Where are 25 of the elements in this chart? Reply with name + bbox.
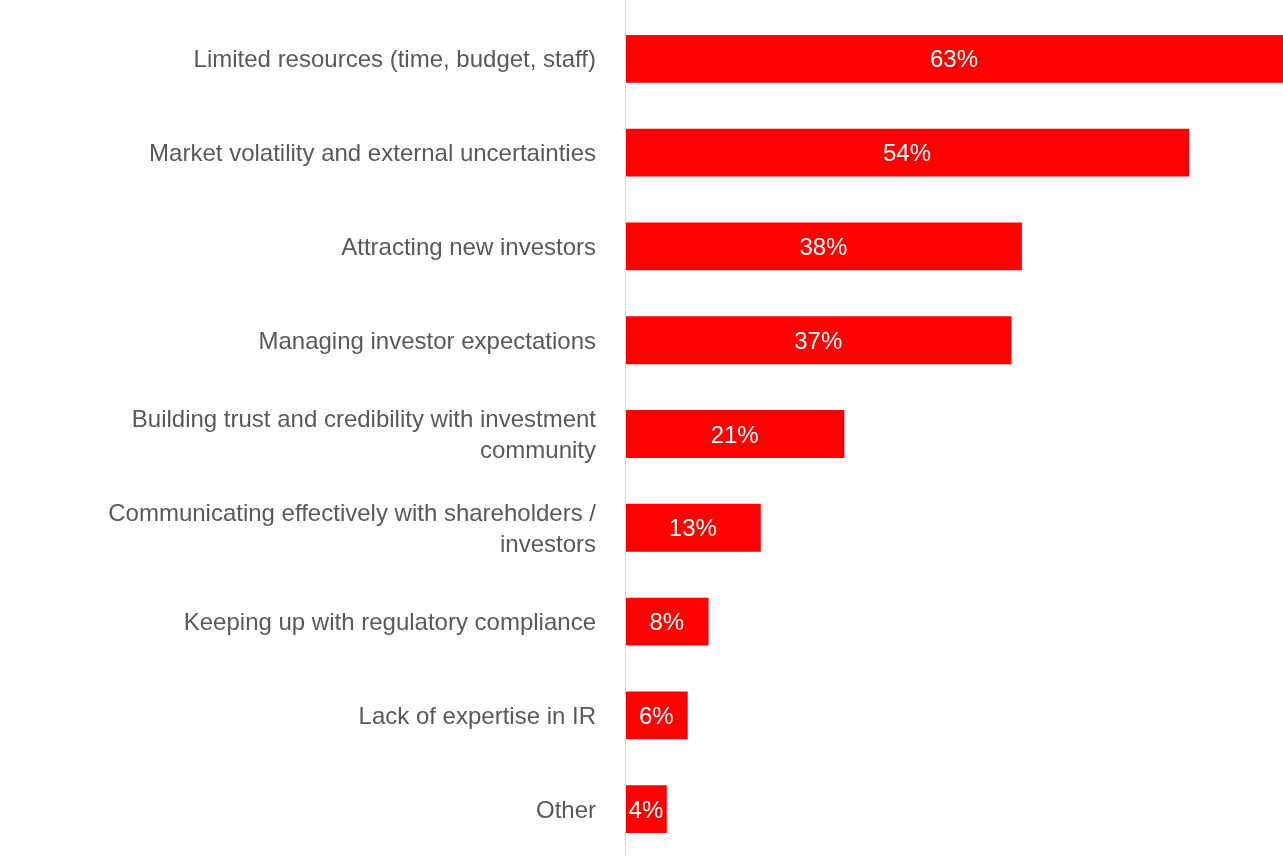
data-label: 13% (668, 514, 717, 542)
y-tick-label: Lack of expertise in IR (358, 701, 596, 729)
data-label: 54% (882, 139, 932, 167)
data-label: 37% (794, 326, 843, 354)
data-label: 8% (649, 608, 685, 636)
y-tick-label: Market volatility and external uncertainties (149, 139, 596, 167)
data-label: 63% (929, 45, 979, 73)
data-label: 21% (710, 420, 759, 448)
y-tick-label: Limited resources (time, budget, staff) (193, 45, 596, 73)
bar (625, 316, 1012, 365)
y-tick-label: Managing investor expectations (258, 326, 596, 354)
data-label: 38% (799, 232, 848, 260)
bar (625, 503, 761, 552)
data-label: 6% (638, 701, 674, 729)
y-tick-label: Attracting new investors (341, 232, 596, 260)
bar (625, 597, 709, 646)
y-tick-label: Keeping up with regulatory compliance (183, 607, 596, 635)
bar (625, 128, 1189, 177)
y-tick-label: Communicating effectively with shareholders / investors (108, 498, 597, 557)
bar (625, 34, 1283, 83)
bar (625, 222, 1022, 271)
bar (625, 410, 845, 458)
data-label: 4% (628, 795, 664, 823)
y-tick-label: Building trust and credibility with investment community (131, 404, 597, 463)
y-tick-label: Other (535, 795, 596, 823)
